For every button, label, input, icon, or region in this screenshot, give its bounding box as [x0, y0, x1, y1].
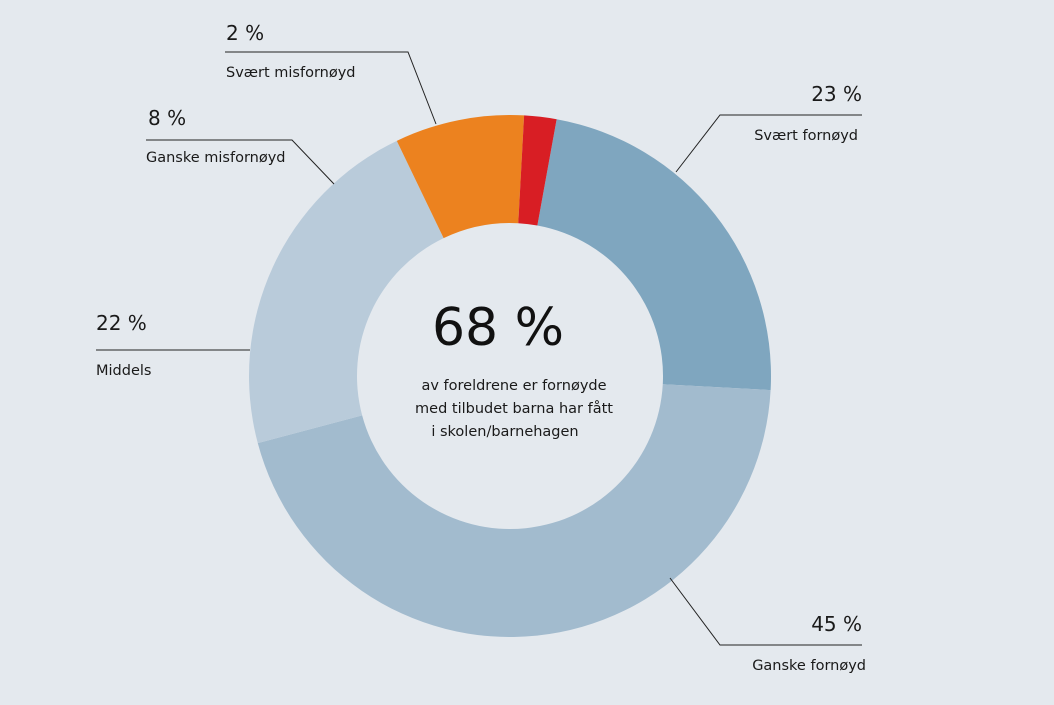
category-label-ganske-misfornoyd: Ganske misfornøyd	[146, 150, 286, 166]
center-summary: 68 % av foreldrene er fornøyde med tilbu…	[415, 298, 613, 440]
pct-label-middels: 22 %	[96, 311, 147, 335]
pct-label-ganske-fornoyd: 45 %	[811, 612, 862, 636]
slice-middels	[249, 140, 444, 444]
center-value: 68 %	[432, 298, 564, 358]
category-label-ganske-fornoyd: Ganske fornøyd	[752, 658, 866, 674]
leader-line-sveart-fornoyd	[675, 114, 862, 173]
leader-lines	[96, 51, 862, 646]
slice-ganske-fornoyd	[257, 384, 771, 638]
leader-line-ganske-misfornoyd	[146, 139, 335, 185]
pct-label-ganske-misfornoyd: 8 %	[148, 106, 186, 130]
pct-label-sveart-fornoyd: 23 %	[811, 82, 862, 106]
leader-line-sveart-misfornoyd	[225, 51, 437, 125]
slice-ganske-misfornoyd	[396, 114, 525, 239]
slice-labels: 23 % Svært fornøyd 45 % Ganske fornøyd 2…	[96, 21, 866, 674]
category-label-middels: Middels	[96, 363, 151, 379]
leader-line-ganske-fornoyd	[669, 577, 862, 646]
center-text-line-2: med tilbudet barna har fått	[415, 400, 613, 417]
donut-slices	[249, 114, 772, 638]
slice-svaert-misfornoyd	[518, 115, 557, 226]
center-text-line-3: i skolen/barnehagen	[431, 424, 578, 440]
pct-label-sveart-misfornoyd: 2 %	[226, 21, 264, 45]
category-label-sveart-fornoyd: Svært fornøyd	[754, 128, 858, 144]
center-text-line-1: av foreldrene er fornøyde	[421, 378, 606, 394]
category-label-sveart-misfornoyd: Svært misfornøyd	[226, 65, 356, 81]
slice-svaert-fornoyd	[537, 119, 772, 391]
